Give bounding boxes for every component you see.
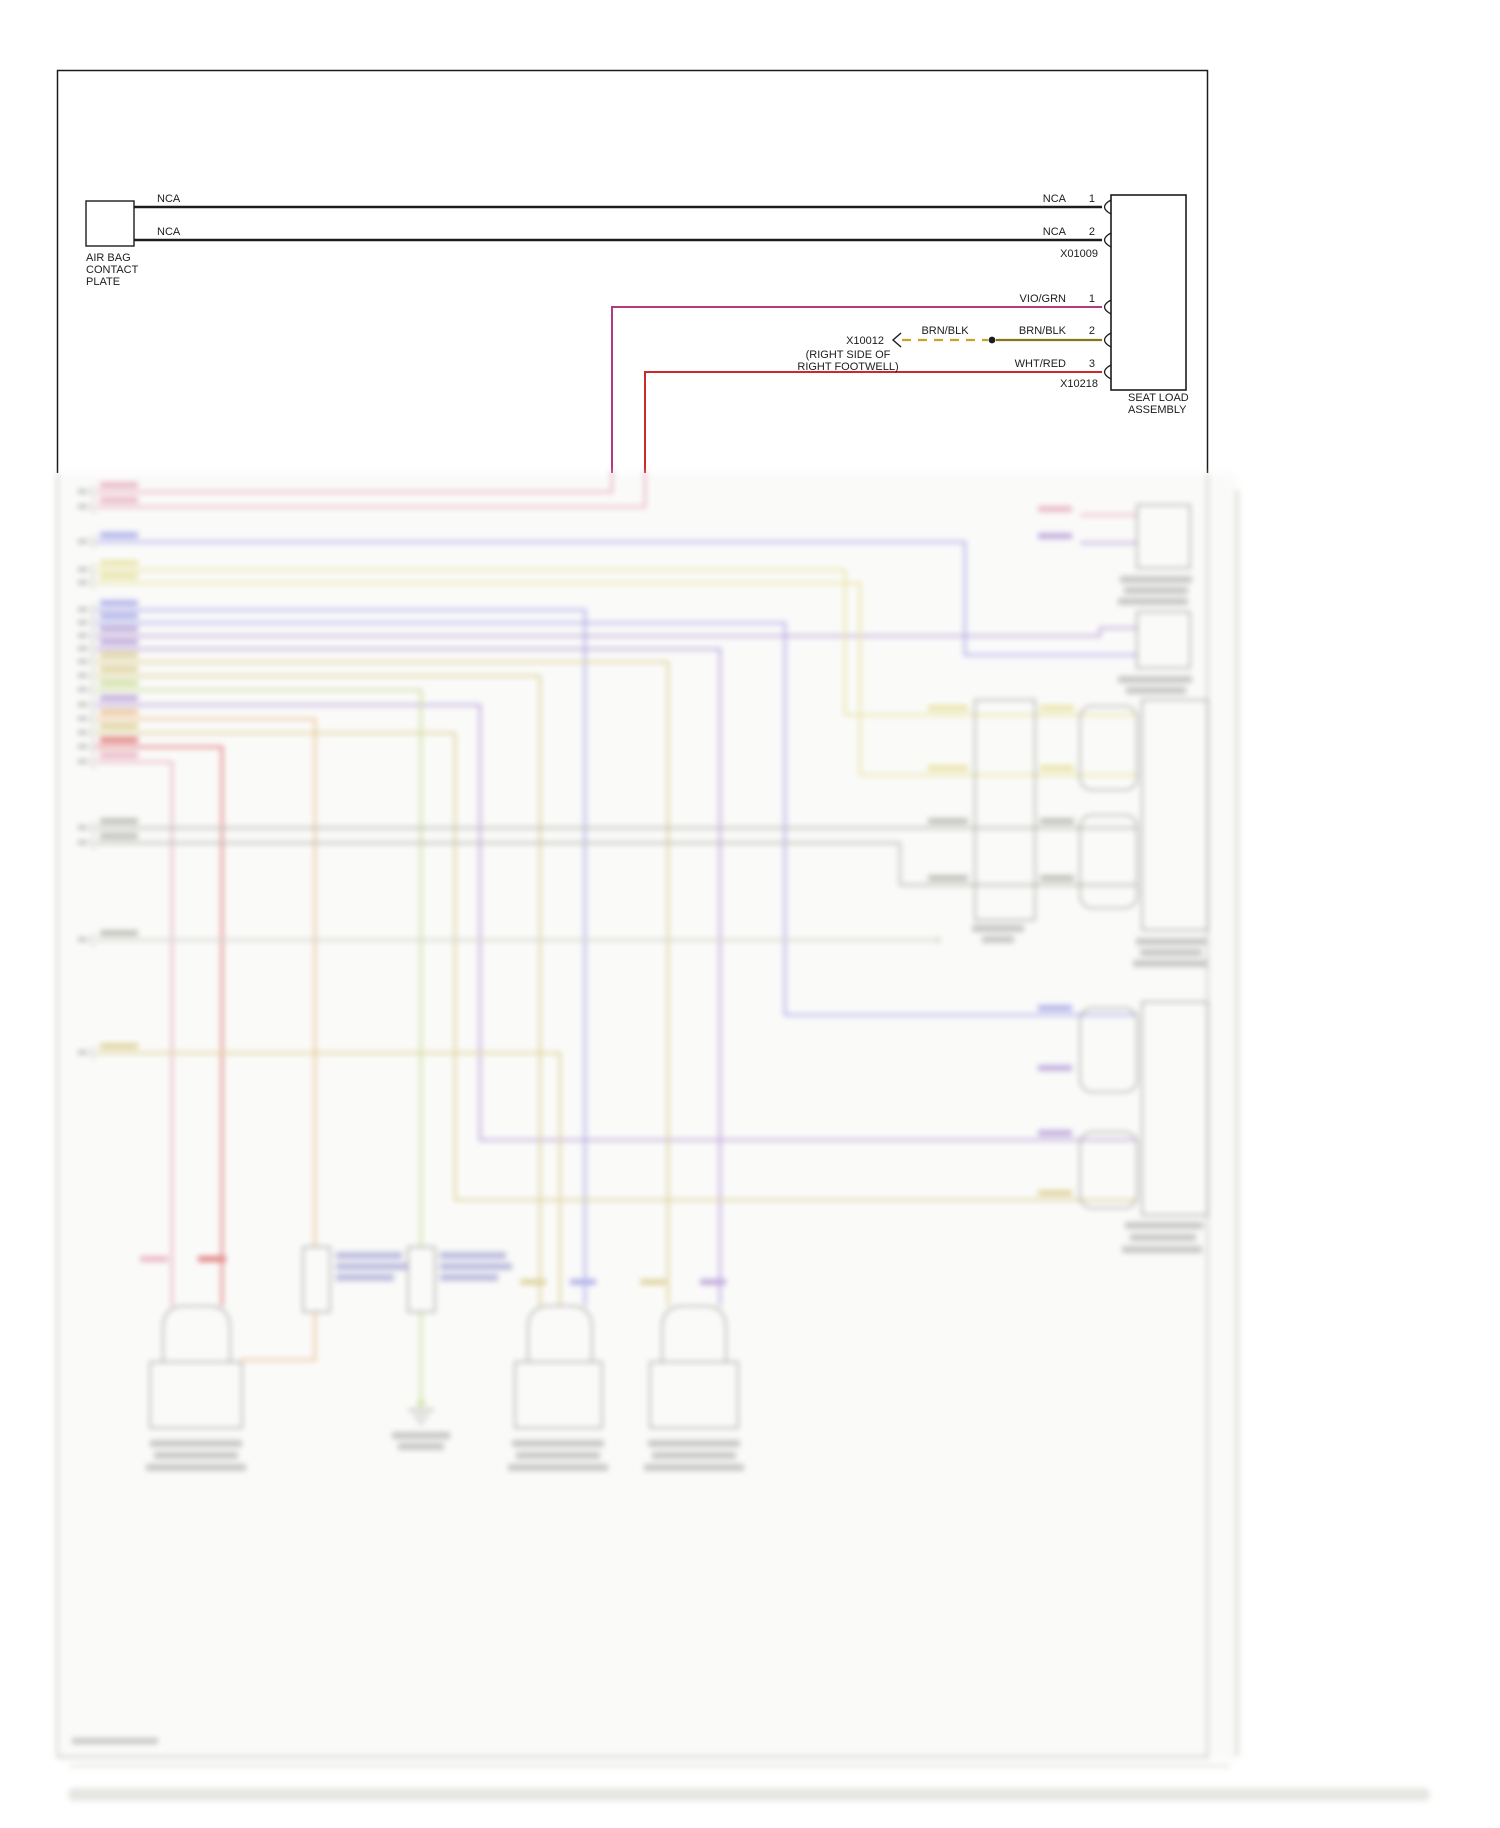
- blurred-wire-labels-gray: [100, 818, 1074, 936]
- brn-blk-label-mid: BRN/BLK: [921, 325, 969, 337]
- blurred-wires-violet: [95, 541, 1137, 1306]
- pin-number-nca-2: 2: [1089, 226, 1095, 238]
- blurred-wire-labels-orange: [100, 709, 138, 715]
- seat-load-assembly-box: [1110, 194, 1187, 391]
- connector-x10218-label: X10218: [1060, 378, 1098, 390]
- airbag-label-1: AIR BAG: [86, 252, 131, 264]
- blurred-page-bg: [58, 473, 1236, 1760]
- wht-red-wire: [644, 371, 1102, 473]
- blurred-wire-labels-violet: [100, 533, 1072, 1285]
- blurred-wires-pink: [95, 470, 1137, 1306]
- blurred-wire-labels-pink: [100, 482, 1072, 1262]
- nca-right-label-1: NCA: [1043, 193, 1067, 205]
- connector-pin-arcs: [1103, 199, 1112, 380]
- x10012-connector-icon: [891, 332, 902, 348]
- blurred-wires-orange: [95, 717, 317, 1362]
- connector-x01009-label: X01009: [1060, 248, 1098, 260]
- nca-wires: [134, 205, 1102, 242]
- x10012-note-2: RIGHT FOOTWELL): [797, 361, 898, 373]
- vio-grn-wire: [611, 306, 1102, 473]
- blurred-component-outlines: [149, 504, 1209, 1429]
- blurred-wire-labels-red: [100, 737, 226, 1262]
- splice-dot: [988, 336, 996, 344]
- blurred-wires-red: [95, 745, 224, 1306]
- pin-number-brnblk: 2: [1089, 325, 1095, 337]
- seat-load-label-1: SEAT LOAD: [1128, 392, 1189, 404]
- blurred-wire-labels-yellow: [100, 560, 1074, 771]
- blurred-wires-gray: [95, 826, 1137, 1424]
- pin-number-nca-1: 1: [1089, 193, 1095, 205]
- blurred-pin-numbers: [78, 489, 87, 1055]
- vio-grn-label: VIO/GRN: [1020, 293, 1067, 305]
- blurred-wire-labels-tan: [100, 652, 1072, 1285]
- nca-left-label-1: NCA: [157, 193, 181, 205]
- airbag-label-3: PLATE: [86, 276, 120, 288]
- connector-x10012-label: X10012: [846, 335, 884, 347]
- blurred-wires-yellow: [95, 568, 1137, 777]
- wht-red-label: WHT/RED: [1015, 358, 1066, 370]
- bottom-scroll-shadow: [68, 1788, 1430, 1801]
- x10012-note-1: (RIGHT SIDE OF: [806, 349, 891, 361]
- nca-left-label-2: NCA: [157, 226, 181, 238]
- pin-number-whtred: 3: [1089, 358, 1095, 370]
- pin-number-viogrn: 1: [1089, 293, 1095, 305]
- blurred-wire-labels-blue: [100, 532, 1072, 1285]
- blurred-wires-blue: [95, 540, 1137, 1306]
- nca-right-label-2: NCA: [1043, 226, 1067, 238]
- airbag-contact-plate-box: [85, 200, 135, 247]
- airbag-label-2: CONTACT: [86, 264, 139, 276]
- brn-blk-label-right: BRN/BLK: [1019, 325, 1067, 337]
- blurred-wires-ltgray: [95, 937, 941, 943]
- seat-load-label-2: ASSEMBLY: [1128, 404, 1187, 416]
- blurred-text-blocks: [72, 576, 1207, 1744]
- blurred-text-blocks-blue: [336, 1252, 512, 1281]
- page-border-top: [56, 69, 1209, 473]
- blurred-wires-green: [95, 688, 425, 1407]
- blurred-left-pin-arcs: [89, 485, 96, 1060]
- blurred-wires-tan: [95, 660, 1137, 1306]
- blurred-wire-labels-green: [100, 680, 138, 686]
